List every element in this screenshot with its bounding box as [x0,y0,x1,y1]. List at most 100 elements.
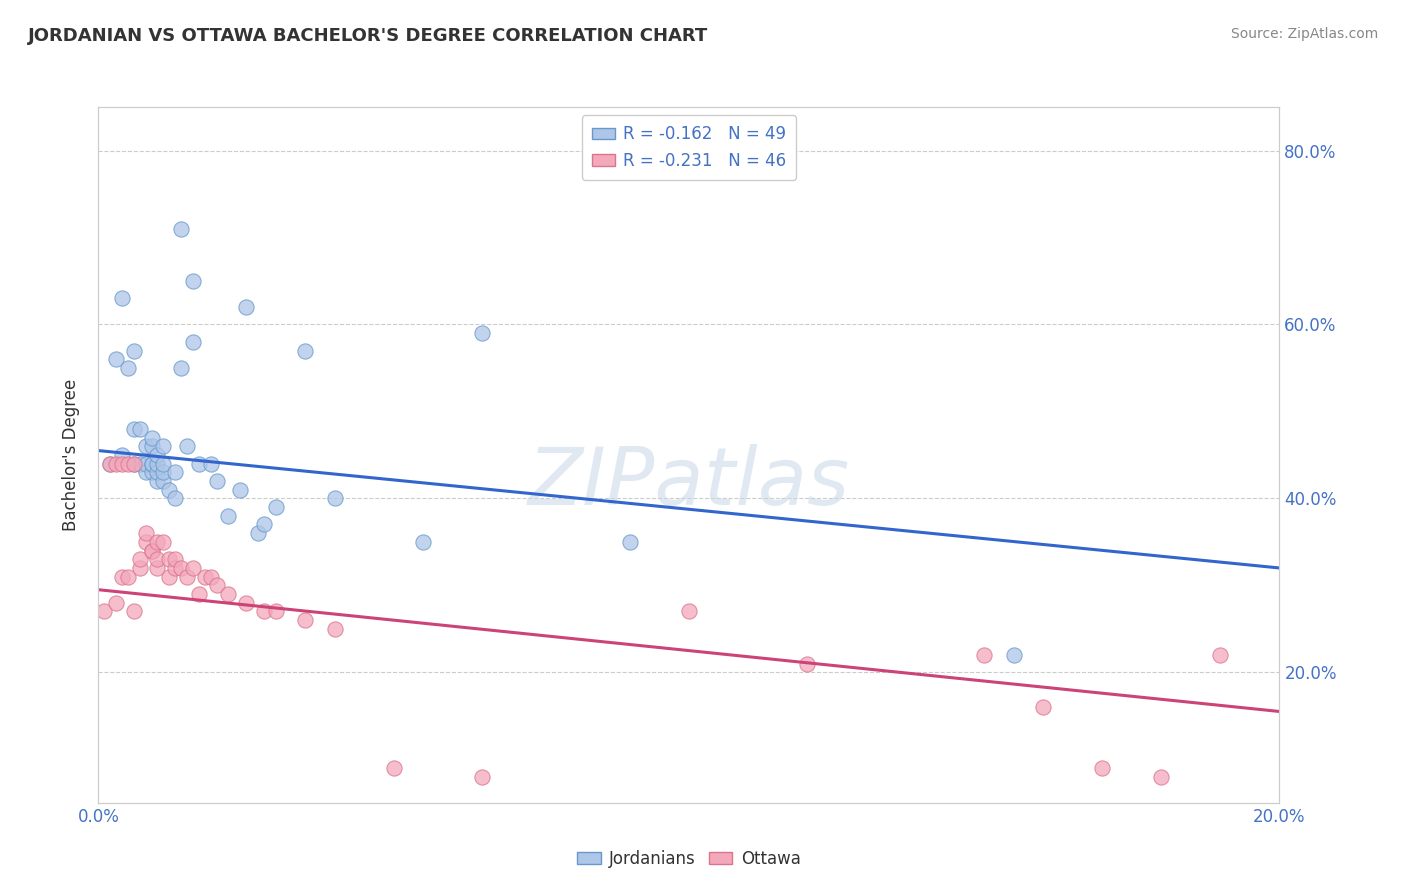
Point [135,466,157,480]
Point [796,657,818,671]
Point [170,360,193,375]
Point [294,613,316,627]
Point [93,605,115,619]
Point [111,457,134,471]
Point [135,457,157,471]
Point [135,439,157,453]
Point [181,334,204,349]
Point [264,500,287,514]
Point [973,648,995,662]
Point [135,526,157,541]
Point [146,448,169,462]
Point [187,587,209,601]
Point [217,508,239,523]
Point [1209,648,1232,662]
Point [170,222,193,236]
Text: ZIPatlas: ZIPatlas [527,443,851,522]
Point [165,491,187,506]
Point [678,605,700,619]
Point [264,605,287,619]
Point [229,483,252,497]
Point [111,448,134,462]
Point [165,552,187,566]
Point [323,491,346,506]
Point [253,605,276,619]
Point [141,543,163,558]
Point [205,474,228,488]
Point [200,457,222,471]
Point [152,439,174,453]
Point [105,457,128,471]
Point [181,274,204,288]
Point [165,466,187,480]
Point [122,343,145,358]
Point [128,561,150,575]
Point [187,457,209,471]
Point [146,466,169,480]
Point [141,430,163,444]
Point [105,352,128,367]
Point [217,587,239,601]
Point [157,483,180,497]
Legend: Jordanians, Ottawa: Jordanians, Ottawa [571,843,807,874]
Point [152,474,174,488]
Point [152,466,174,480]
Point [98,457,121,471]
Point [1091,761,1114,775]
Text: Source: ZipAtlas.com: Source: ZipAtlas.com [1230,27,1378,41]
Point [117,570,139,584]
Point [122,605,145,619]
Point [235,300,257,314]
Point [135,534,157,549]
Point [471,326,494,340]
Point [157,552,180,566]
Point [141,457,163,471]
Point [146,457,169,471]
Point [128,457,150,471]
Point [165,561,187,575]
Point [111,291,134,305]
Point [141,466,163,480]
Point [122,422,145,436]
Point [294,343,316,358]
Point [146,474,169,488]
Point [382,761,405,775]
Point [176,570,198,584]
Point [235,596,257,610]
Point [246,526,269,541]
Point [98,457,121,471]
Point [181,561,204,575]
Point [128,422,150,436]
Point [253,517,276,532]
Point [323,622,346,636]
Point [1150,770,1173,784]
Point [471,770,494,784]
Point [152,534,174,549]
Point [157,570,180,584]
Point [141,543,163,558]
Point [1002,648,1025,662]
Point [412,534,434,549]
Point [205,578,228,592]
Point [128,552,150,566]
Point [122,457,145,471]
Point [152,457,174,471]
Point [146,552,169,566]
Point [141,439,163,453]
Point [619,534,641,549]
Point [117,457,139,471]
Text: JORDANIAN VS OTTAWA BACHELOR'S DEGREE CORRELATION CHART: JORDANIAN VS OTTAWA BACHELOR'S DEGREE CO… [28,27,709,45]
Point [117,360,139,375]
Point [176,439,198,453]
Point [170,561,193,575]
Point [122,457,145,471]
Y-axis label: Bachelor's Degree: Bachelor's Degree [62,379,80,531]
Point [105,596,128,610]
Point [1032,700,1054,714]
Point [200,570,222,584]
Point [141,457,163,471]
Point [146,561,169,575]
Point [194,570,217,584]
Point [146,534,169,549]
Point [111,570,134,584]
